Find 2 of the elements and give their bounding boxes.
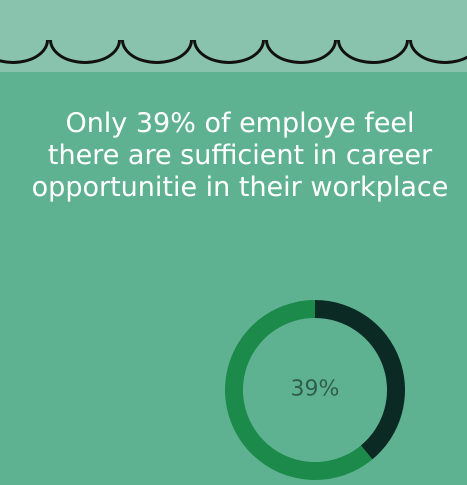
text: 39% [290,376,340,402]
chart-title: Only 39% of employe feel there are sufficient in career opportunitie in their workplace [30,108,450,204]
